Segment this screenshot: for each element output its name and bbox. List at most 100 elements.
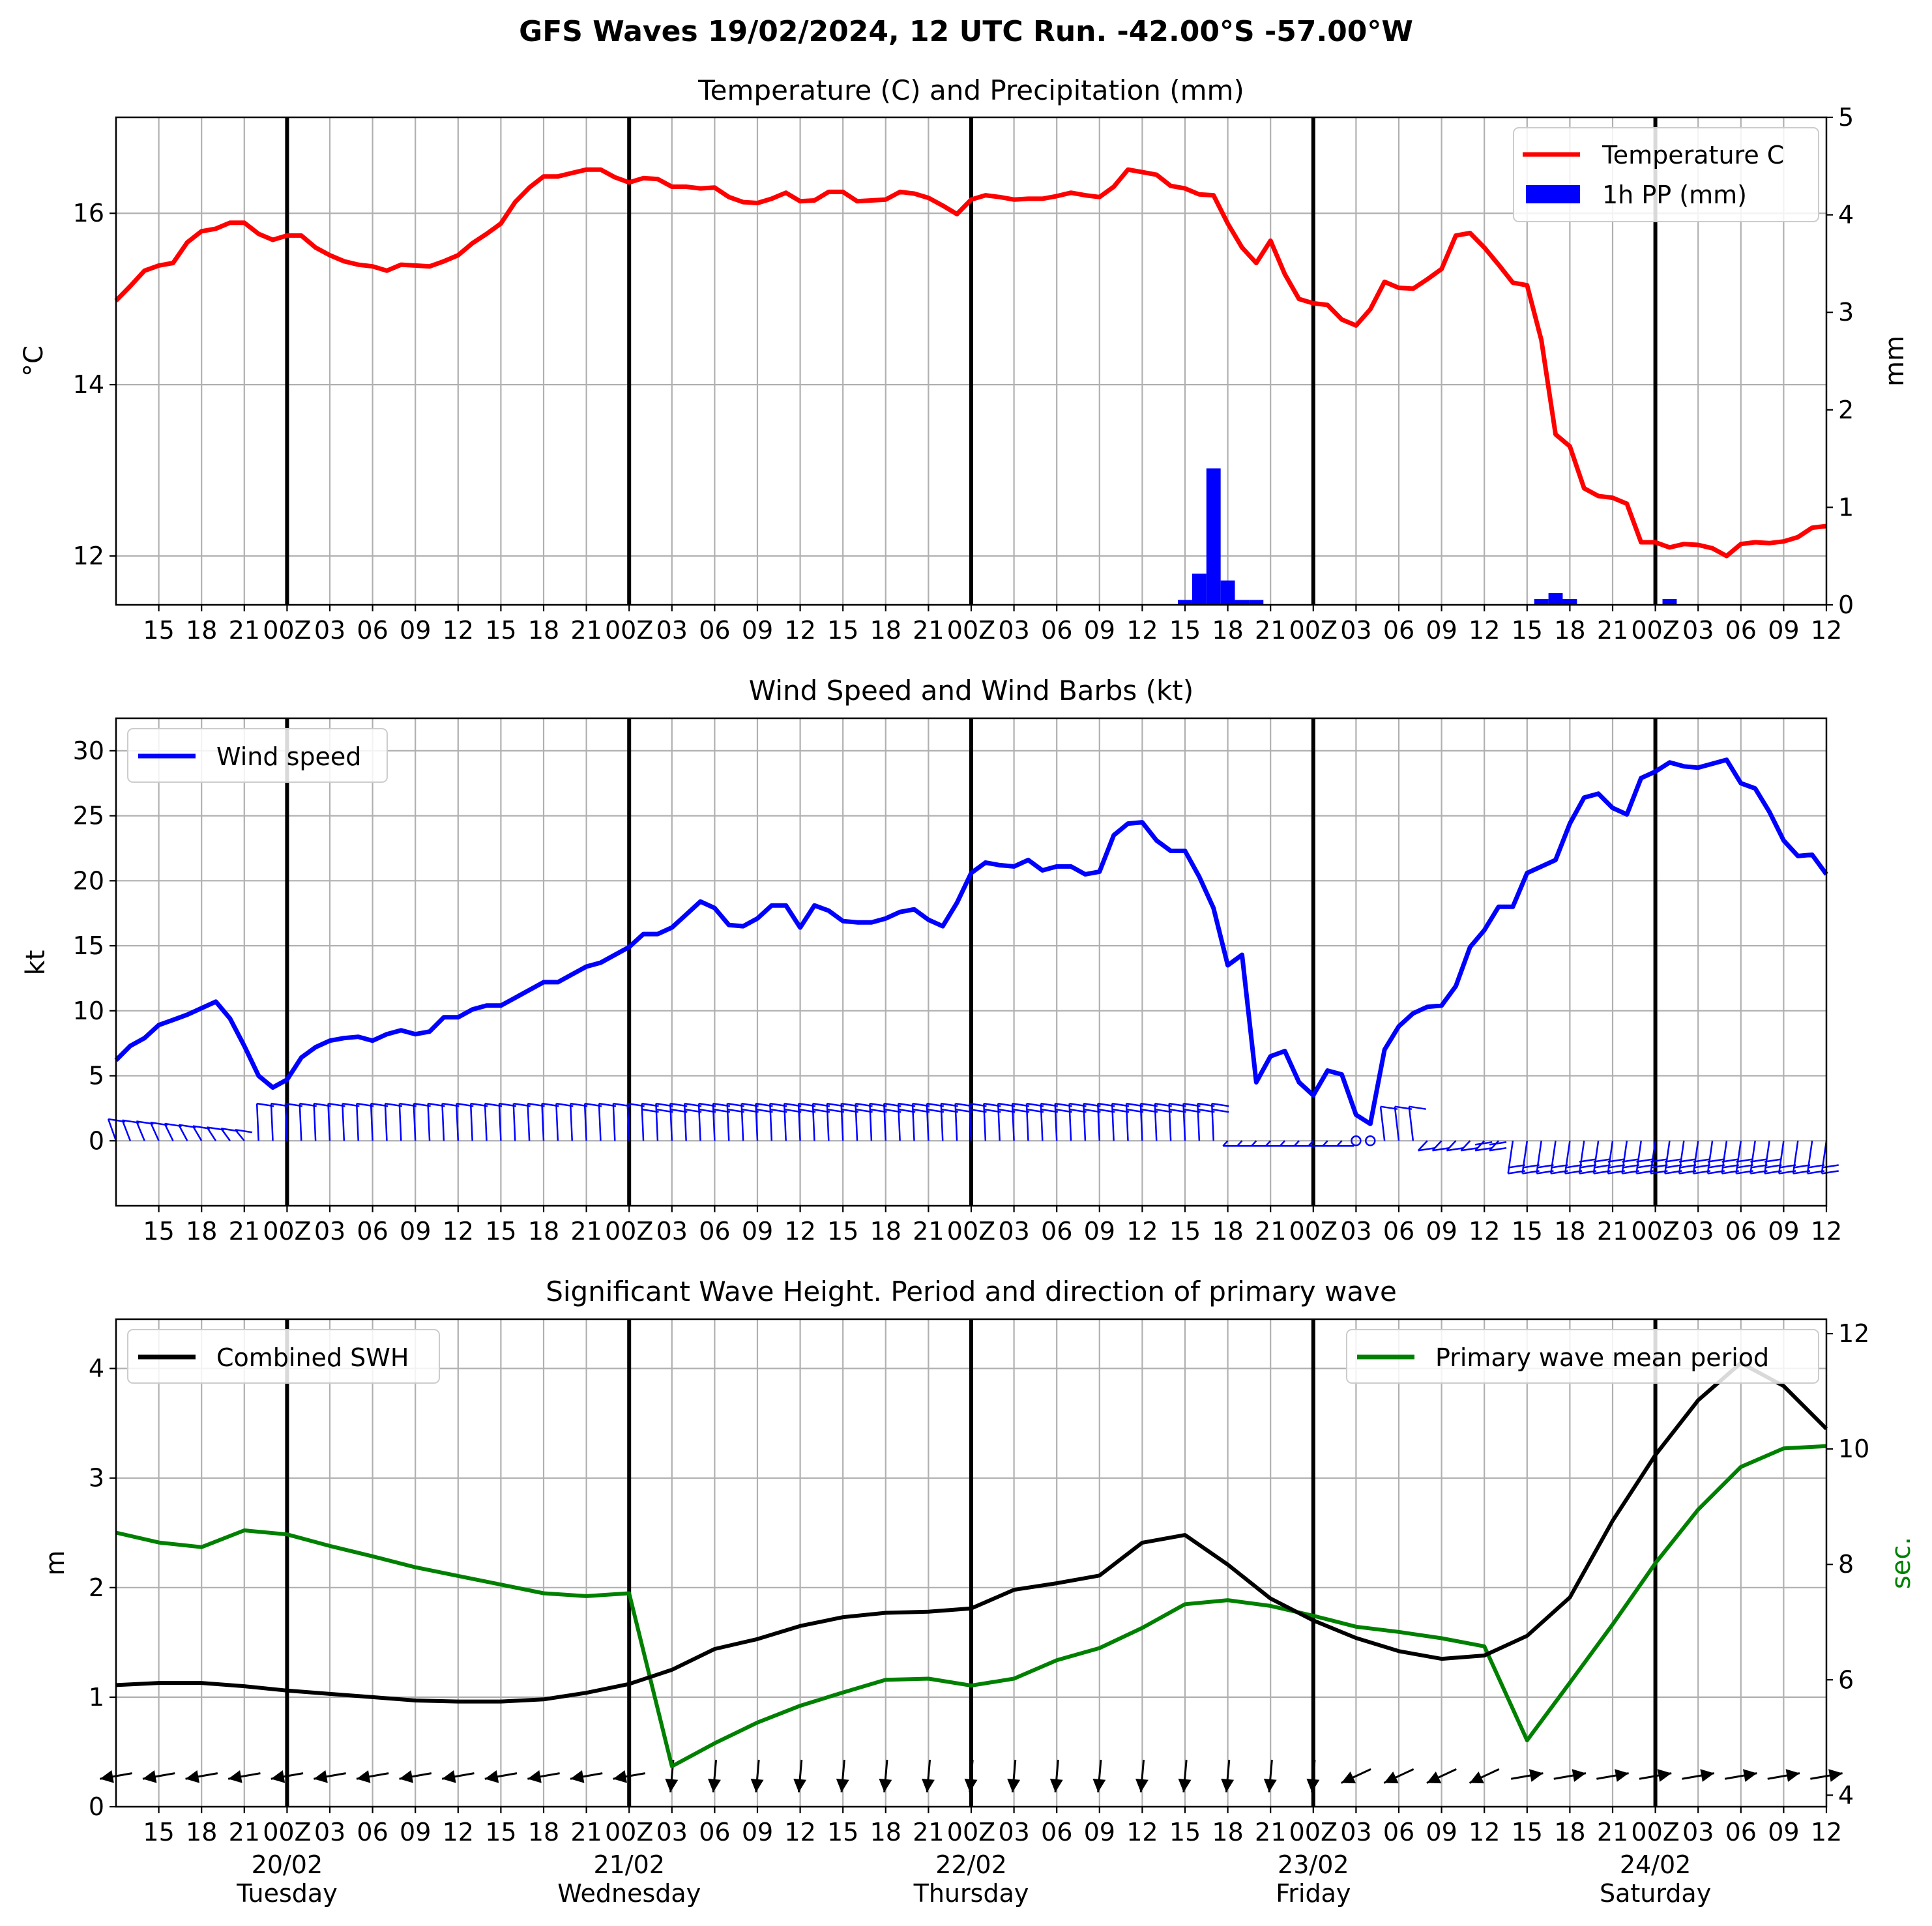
precip-bar: [1249, 600, 1264, 605]
wave-arrow-head: [527, 1770, 542, 1783]
x-tick-label: 03: [998, 1217, 1029, 1246]
x-tick-label: 03: [656, 616, 688, 645]
wind-barb-staff: [1635, 1141, 1642, 1174]
x-tick-label: 18: [528, 1217, 559, 1246]
x-tick-label: 18: [870, 616, 901, 645]
x-tick-label: 12: [443, 1818, 474, 1846]
precip-bar: [1178, 600, 1192, 605]
x-tick-label: 18: [186, 1217, 217, 1246]
wind-barb-staff: [555, 1103, 559, 1141]
y-right-axis-label: mm: [1880, 336, 1910, 387]
x-tick-label: 00Z: [947, 616, 995, 645]
y-tick-label: 0: [89, 1792, 104, 1821]
wind-barb-calm: [1351, 1135, 1362, 1146]
wind-barb-feather: [1579, 1158, 1597, 1163]
legend-wind-label: Wind speed: [216, 742, 361, 771]
wind-barb-feather: [1736, 1164, 1753, 1169]
wind-barb-staff: [384, 1103, 388, 1141]
x-tick-label: 18: [528, 1818, 559, 1846]
wave-arrow-head: [1785, 1769, 1800, 1782]
precip-bar: [1235, 600, 1250, 605]
precip-bar: [1220, 580, 1235, 605]
legend-period: Primary wave mean period: [1346, 1329, 1819, 1384]
y-tick-labels: 0 5 10 15 20 25 30: [73, 737, 104, 1155]
x-tick-label: 15: [485, 616, 516, 645]
x-tick-label: 03: [314, 1217, 345, 1246]
y-right-tick-label: 2: [1838, 396, 1854, 424]
x-tick-label: 21: [1597, 1818, 1628, 1846]
wind-barb-staff: [1336, 1140, 1343, 1147]
day-weekday-label: Thursday: [913, 1879, 1029, 1908]
y-axis-label: °C: [19, 345, 49, 377]
x-tick-label: 09: [1084, 1217, 1115, 1246]
precip-bar: [1548, 593, 1563, 605]
wind-speed-line: [114, 757, 1828, 1126]
precip-bar: [1662, 599, 1677, 605]
wind-barb-feather: [1432, 1147, 1450, 1152]
wave-arrow-head: [185, 1770, 200, 1783]
wave-arrow-head: [314, 1770, 328, 1783]
x-tick-label: 03: [998, 616, 1029, 645]
wave-arrow-head: [708, 1779, 721, 1792]
x-tick-label: 06: [357, 1818, 388, 1846]
wind-barb-feather: [1489, 1147, 1507, 1152]
wave-arrow-head: [1341, 1771, 1356, 1784]
wind-barb-staff: [598, 1103, 602, 1141]
x-tick-label: 03: [1682, 1818, 1714, 1846]
x-tick-label: 15: [143, 1818, 174, 1846]
x-tick-label: 09: [1426, 1818, 1457, 1846]
wind-barb-staff: [234, 1129, 245, 1142]
wind-barb-feather: [1551, 1164, 1568, 1169]
x-tick-label: 06: [1725, 1818, 1757, 1846]
wind-barb-feather: [1764, 1158, 1782, 1163]
y-right-axis-label: sec.: [1886, 1537, 1916, 1589]
wind-barb-feather: [1579, 1164, 1597, 1169]
wind-barb-feather: [1564, 1164, 1583, 1169]
y-tick-label: 15: [73, 931, 104, 960]
x-tick-label: 21: [229, 1818, 260, 1846]
wind-barb-staff: [541, 1103, 545, 1141]
wind-barb-feather: [1475, 1147, 1493, 1152]
wind-barb-staff: [370, 1103, 373, 1141]
wind-barb-feather: [1461, 1147, 1478, 1152]
x-tick-label: 00Z: [263, 616, 311, 645]
wave-arrow-head: [484, 1770, 499, 1783]
wind-barb-feather: [1522, 1164, 1540, 1169]
y-tick-label: 0: [89, 1126, 104, 1155]
x-tick-label: 00Z: [263, 1217, 311, 1246]
wave-arrow-head: [570, 1770, 585, 1783]
wind-barb-staff: [456, 1103, 460, 1141]
x-tick-labels: 15 18 21 00Z 03 06 09 12 15 18 21 00Z 03 06 09 12 15 18 21…: [143, 1206, 1842, 1246]
x-tick-label: 09: [1768, 616, 1799, 645]
wind-barb-staff: [299, 1103, 302, 1141]
x-tick-label: 00Z: [1631, 1217, 1679, 1246]
swh-line: [115, 1361, 1828, 1704]
x-tick-label: 06: [699, 616, 730, 645]
x-tick-label: 15: [1169, 616, 1201, 645]
x-tick-label: 09: [400, 1818, 431, 1846]
wave-arrow-head: [665, 1779, 679, 1792]
wind-barb-staff: [206, 1126, 217, 1141]
wind-barb-staff: [1806, 1141, 1813, 1174]
wind-barb-feather: [1607, 1164, 1625, 1169]
wind-barb-staff: [313, 1103, 317, 1141]
wind-barb-feather: [1593, 1158, 1611, 1163]
wave-arrow-head: [1384, 1771, 1399, 1784]
wind-barb-staff: [583, 1103, 587, 1141]
wind-barb-staff: [1379, 1106, 1386, 1141]
wind-barb-staff: [342, 1103, 345, 1141]
y-tick-label: 1: [89, 1683, 104, 1712]
x-tick-label: 00Z: [947, 1818, 995, 1846]
wind-barb-staff: [192, 1125, 203, 1141]
wave-arrow-head: [1572, 1769, 1587, 1782]
wind-barb-staff: [1394, 1106, 1400, 1141]
x-tick-label: 06: [357, 1217, 388, 1246]
wind-barb-staff: [1251, 1140, 1257, 1147]
wind-barb-staff: [612, 1103, 616, 1141]
y-tick-label: 10: [73, 997, 104, 1025]
x-tick-label: 09: [400, 616, 431, 645]
wave-arrow-head: [1828, 1769, 1843, 1782]
wave-arrow-head: [1178, 1779, 1192, 1792]
wave-arrow-head: [793, 1779, 807, 1792]
wave-arrow-head: [750, 1779, 764, 1792]
